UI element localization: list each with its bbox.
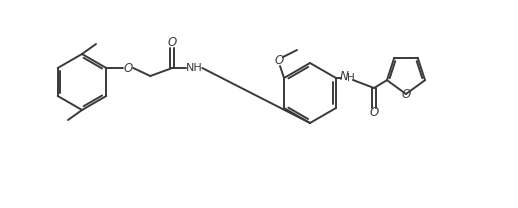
Text: H: H <box>347 73 355 83</box>
Text: O: O <box>369 106 379 120</box>
Text: N: N <box>340 69 349 83</box>
Text: O: O <box>168 36 177 50</box>
Text: NH: NH <box>186 63 203 73</box>
Text: O: O <box>401 88 411 100</box>
Text: O: O <box>124 62 133 74</box>
Text: O: O <box>275 53 284 67</box>
